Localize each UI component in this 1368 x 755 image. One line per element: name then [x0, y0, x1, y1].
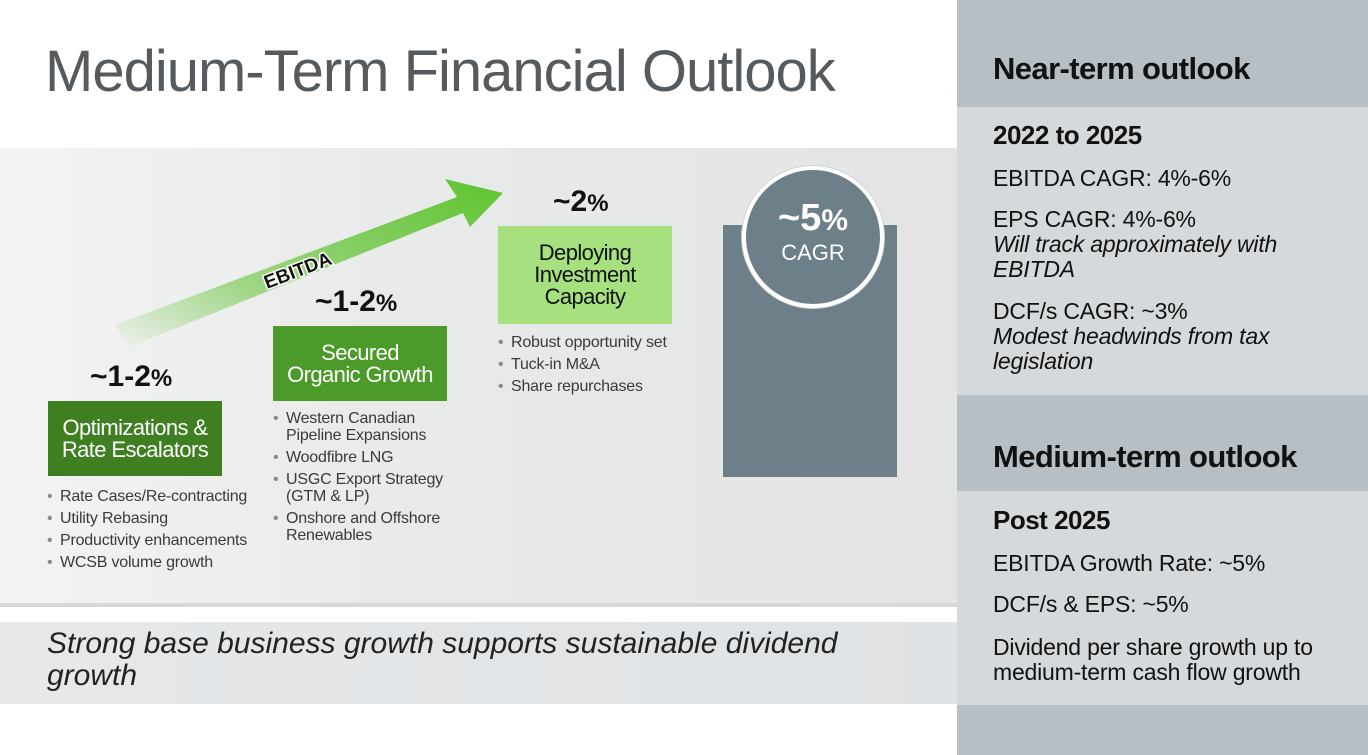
step2-box-line: Secured [321, 339, 399, 365]
step1-box: Optimizations & Rate Escalators [48, 401, 222, 476]
near-term-item-text: EBITDA CAGR: 4%-6% [993, 165, 1231, 191]
step2-percent-value: ~1-2 [315, 285, 376, 318]
step1-percent-value: ~1-2 [90, 360, 151, 393]
footer-banner [0, 622, 957, 704]
medium-term-header: Medium-term outlook [957, 395, 1368, 491]
list-item: Share repurchases [498, 378, 698, 395]
footer-statement: Strong base business growth supports sus… [47, 627, 838, 692]
near-term-item-text: EPS CAGR: 4%-6% [993, 206, 1196, 232]
medium-term-item: DCF/s & EPS: ~5% [993, 591, 1189, 617]
list-item: Robust opportunity set [498, 334, 698, 351]
near-term-title: Near-term outlook [993, 51, 1250, 86]
divider [0, 603, 957, 607]
list-item: USGC Export Strategy (GTM & LP) [273, 471, 463, 505]
cagr-value: ~5% [746, 198, 880, 241]
medium-term-item: EBITDA Growth Rate: ~5% [993, 550, 1266, 576]
medium-term-title: Medium-term outlook [993, 439, 1297, 474]
step2-percent: ~1-2% [315, 285, 397, 319]
near-term-item-text: DCF/s CAGR: ~3% [993, 298, 1188, 324]
page-title: Medium-Term Financial Outlook [45, 39, 836, 104]
step3-box: Deploying Investment Capacity [498, 226, 672, 324]
cagr-label: CAGR [781, 240, 845, 265]
near-term-item: DCF/s CAGR: ~3% Modest headwinds from ta… [993, 299, 1343, 374]
step3-percent-sign: % [587, 190, 609, 217]
step1-bullets: Rate Cases/Re-contracting Utility Rebasi… [47, 488, 262, 576]
step3-box-line: Investment [534, 262, 636, 287]
list-item: Rate Cases/Re-contracting [47, 488, 262, 505]
step3-percent-value: ~2 [553, 185, 588, 218]
list-item: Productivity enhancements [47, 532, 262, 549]
step3-bullets: Robust opportunity set Tuck-in M&A Share… [498, 334, 698, 400]
cagr-badge: ~5% CAGR [742, 166, 884, 308]
list-item: Onshore and Offshore Renewables [273, 510, 463, 544]
step2-box-line: Organic Growth [287, 361, 433, 387]
step1-percent: ~1-2% [90, 360, 172, 394]
near-term-item-note: Will track approximately with EBITDA [993, 231, 1278, 282]
near-term-item-note: Modest headwinds from tax legislation [993, 323, 1270, 374]
step1-percent-sign: % [150, 365, 173, 392]
list-item: WCSB volume growth [47, 554, 262, 571]
list-item: Tuck-in M&A [498, 356, 698, 373]
cagr-value-sign: % [821, 204, 848, 237]
step2-percent-sign: % [375, 290, 398, 317]
step1-box-line: Rate Escalators [61, 436, 209, 462]
step2-box: Secured Organic Growth [273, 326, 447, 401]
step1-box-line: Optimizations & [62, 414, 208, 440]
step2-bullets: Western Canadian Pipeline Expansions Woo… [273, 410, 463, 549]
near-term-header: Near-term outlook [957, 0, 1368, 107]
step3-box-line: Capacity [544, 284, 626, 309]
step3-percent: ~2% [553, 185, 609, 219]
list-item: Woodfibre LNG [273, 449, 463, 466]
medium-term-item: Dividend per share growth up to medium-t… [993, 634, 1313, 685]
step3-box-line: Deploying [538, 240, 632, 265]
medium-term-period: Post 2025 [993, 505, 1110, 535]
cagr-value-main: ~5 [777, 197, 822, 239]
ebitda-growth-arrow: EBITDA [115, 179, 503, 347]
medium-term-section: Post 2025 EBITDA Growth Rate: ~5% DCF/s … [957, 491, 1368, 705]
near-term-period: 2022 to 2025 [993, 120, 1142, 150]
near-term-section: 2022 to 2025 EBITDA CAGR: 4%-6% EPS CAGR… [957, 107, 1368, 395]
list-item: Utility Rebasing [47, 510, 262, 527]
near-term-item: EBITDA CAGR: 4%-6% [993, 166, 1343, 191]
list-item: Western Canadian Pipeline Expansions [273, 410, 463, 444]
near-term-item: EPS CAGR: 4%-6% Will track approximately… [993, 207, 1343, 282]
